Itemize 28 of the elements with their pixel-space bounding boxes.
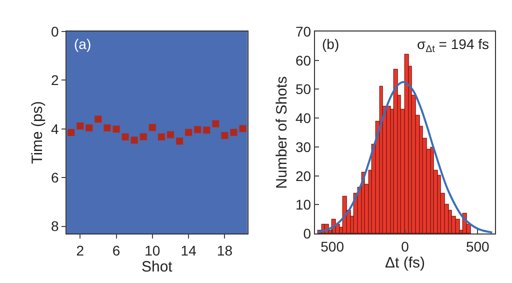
annotation: (a) <box>74 36 92 52</box>
y-tick-label: 60 <box>296 52 312 68</box>
y-tick-label: 2 <box>50 72 59 88</box>
y-tick-label: 6 <box>50 170 59 186</box>
x-tick-label: 0 <box>401 238 410 254</box>
y-axis-title: Time (ps) <box>29 101 46 164</box>
y-axis-title: Number of Shots <box>274 76 291 189</box>
y-tick-label: 50 <box>296 81 312 98</box>
x-tick-label: 18 <box>216 242 233 258</box>
y-tick-label: 4 <box>50 120 59 137</box>
y-tick-label: 0 <box>303 226 312 242</box>
y-tick-label: 0 <box>50 23 59 40</box>
y-tick-label: 8 <box>50 218 59 234</box>
x-tick-label: 10 <box>144 242 160 258</box>
x-tick-label: 500 <box>466 238 490 254</box>
y-tick-label: 70 <box>296 23 312 40</box>
x-tick-label: 6 <box>112 242 120 258</box>
annotation: (b) <box>322 36 340 52</box>
y-tick-label: 10 <box>296 196 312 213</box>
x-tick-label: 2 <box>76 242 84 258</box>
annotation: σ$_{Δt}$ = 194 fs <box>417 36 490 55</box>
x-tick-label: 500 <box>320 238 344 254</box>
x-axis-title: Δt (fs) <box>384 254 425 272</box>
x-axis-title: Shot <box>142 258 174 276</box>
y-tick-label: 20 <box>296 168 312 184</box>
y-tick-label: 30 <box>296 138 312 155</box>
y-tick-label: 40 <box>296 110 312 126</box>
x-tick-label: 14 <box>180 242 197 258</box>
